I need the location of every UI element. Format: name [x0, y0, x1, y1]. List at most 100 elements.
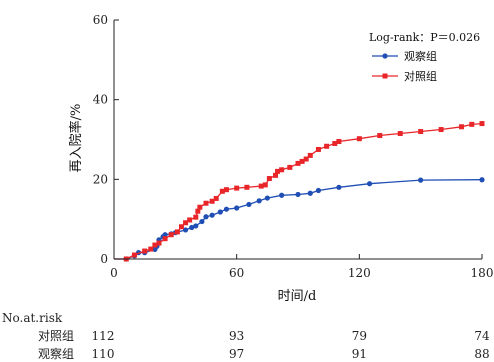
data-point-observation — [479, 177, 485, 183]
risk-row-value: 112 — [92, 329, 115, 343]
y-tick-label: 20 — [93, 172, 108, 186]
data-point-control — [273, 172, 279, 178]
data-point-observation — [234, 205, 240, 211]
data-point-control — [209, 198, 215, 204]
risk-row-value: 74 — [474, 329, 490, 343]
data-point-control — [195, 208, 201, 214]
risk-table-title: No.at.risk — [2, 311, 63, 325]
data-point-control — [418, 129, 424, 135]
data-point-control — [356, 136, 362, 142]
series-line-observation — [114, 179, 483, 260]
legend-item-observation: 观察组 — [372, 49, 437, 63]
data-point-observation — [315, 187, 322, 194]
risk-row-value: 79 — [352, 329, 367, 343]
risk-row-label: 观察组 — [38, 347, 74, 361]
legend-swatch-control-marker — [382, 73, 388, 79]
data-point-control — [168, 232, 174, 238]
data-point-observation — [223, 206, 230, 212]
risk-row-value: 93 — [229, 329, 244, 343]
y-tick-label: 40 — [93, 93, 108, 107]
data-point-control — [187, 217, 193, 223]
risk-row-value: 88 — [474, 347, 489, 361]
data-point-observation — [279, 192, 285, 198]
data-point-control — [223, 187, 229, 193]
data-point-control — [142, 248, 148, 254]
data-point-control — [178, 224, 184, 230]
data-point-control — [295, 160, 301, 166]
x-axis-title: 时间/d — [278, 289, 317, 304]
data-point-observation — [264, 195, 270, 201]
y-tick-label: 60 — [93, 13, 108, 27]
data-point-control — [131, 252, 137, 258]
tick-labels: 0 60 120 180 0 20 40 60 — [93, 13, 494, 280]
data-point-control — [193, 214, 199, 220]
data-point-control — [174, 229, 180, 235]
data-point-control — [152, 242, 158, 248]
legend: Log-rank：P＝0.026 观察组 对照组 — [369, 31, 480, 83]
data-point-observation — [307, 190, 313, 196]
y-tick-label: 0 — [100, 252, 108, 266]
data-point-control — [397, 131, 403, 137]
legend-swatch-observation-marker — [382, 53, 388, 59]
data-point-control — [213, 195, 219, 201]
data-point-observation — [418, 177, 424, 183]
legend-label-observation: 观察组 — [404, 49, 437, 63]
logrank-annotation: Log-rank：P＝0.026 — [369, 31, 480, 44]
risk-row-value: 110 — [92, 347, 115, 361]
data-point-control — [148, 246, 154, 252]
data-point-observation — [203, 214, 209, 220]
x-tick-label: 60 — [229, 266, 244, 280]
data-point-control — [203, 200, 209, 206]
data-point-observation — [295, 191, 301, 198]
data-point-observation — [193, 223, 199, 229]
data-point-observation — [256, 198, 262, 204]
legend-item-control: 对照组 — [372, 69, 437, 83]
data-point-observation — [209, 212, 215, 218]
data-point-control — [287, 164, 293, 170]
data-point-control — [279, 167, 285, 173]
data-point-control — [244, 184, 250, 190]
data-point-control — [258, 183, 264, 189]
data-point-observation — [182, 227, 189, 233]
y-axis-title: 再入院率/% — [68, 104, 84, 173]
data-point-control — [219, 188, 225, 194]
data-point-control — [324, 143, 330, 149]
data-point-observation — [366, 181, 373, 187]
data-point-control — [332, 140, 338, 146]
axes — [113, 19, 483, 260]
data-point-observation — [189, 224, 195, 231]
data-point-control — [275, 168, 281, 174]
data-point-control — [303, 156, 309, 162]
data-point-control — [197, 204, 203, 210]
x-tick-label: 120 — [348, 266, 371, 280]
data-point-observation — [336, 184, 342, 190]
data-point-control — [307, 152, 313, 158]
data-point-observation — [162, 232, 168, 238]
x-tick-label: 180 — [471, 266, 494, 280]
data-point-control — [156, 240, 162, 246]
data-point-control — [469, 121, 475, 127]
data-point-control — [438, 127, 444, 133]
x-tick-label: 0 — [110, 266, 118, 280]
data-point-observation — [217, 209, 223, 215]
data-point-control — [234, 185, 240, 191]
risk-table: No.at.risk 对照组 112 93 79 74 观察组 110 97 91 88 — [2, 311, 490, 361]
risk-row-value: 97 — [229, 347, 244, 361]
data-point-control — [183, 220, 189, 226]
data-point-control — [336, 138, 342, 144]
legend-label-control: 对照组 — [404, 69, 437, 83]
data-point-control — [262, 182, 268, 188]
plot-area — [114, 121, 485, 262]
data-point-control — [162, 236, 168, 242]
data-point-control — [459, 124, 465, 130]
data-point-control — [479, 121, 485, 127]
data-point-observation — [199, 218, 205, 225]
risk-row-value: 91 — [352, 347, 367, 361]
data-point-control — [266, 176, 272, 182]
data-point-control — [299, 158, 305, 164]
series-line-control — [114, 122, 483, 260]
risk-row-label: 对照组 — [38, 329, 74, 343]
data-point-control — [315, 146, 321, 152]
data-point-control — [377, 133, 383, 139]
